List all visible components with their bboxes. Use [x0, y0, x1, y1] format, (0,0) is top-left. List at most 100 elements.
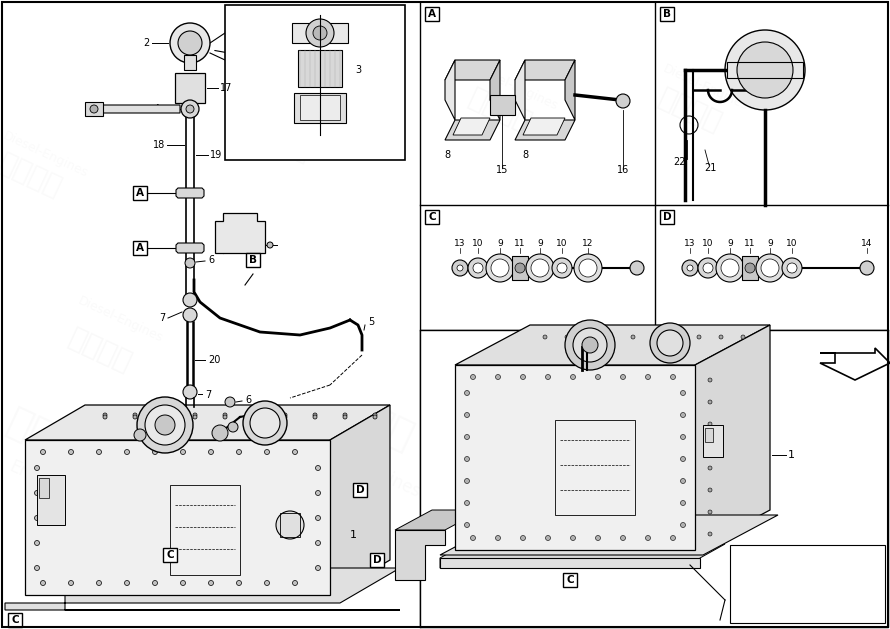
Circle shape	[521, 374, 525, 379]
Circle shape	[465, 501, 470, 506]
Circle shape	[579, 259, 597, 277]
Text: Diesel-Engines: Diesel-Engines	[0, 130, 90, 181]
Circle shape	[756, 254, 784, 282]
Text: C: C	[166, 550, 174, 560]
Circle shape	[552, 258, 572, 278]
Circle shape	[681, 391, 685, 396]
Circle shape	[35, 491, 39, 496]
Text: 11: 11	[744, 238, 756, 247]
Circle shape	[223, 413, 227, 417]
Polygon shape	[445, 120, 500, 140]
Circle shape	[264, 581, 270, 586]
Bar	[8, 613, 22, 627]
Circle shape	[860, 261, 874, 275]
Circle shape	[185, 258, 195, 268]
Bar	[133, 186, 147, 200]
Circle shape	[681, 435, 685, 440]
Circle shape	[587, 335, 591, 339]
Circle shape	[557, 263, 567, 273]
Text: Engines: Engines	[357, 458, 424, 502]
Circle shape	[96, 450, 101, 455]
Circle shape	[620, 374, 626, 379]
Circle shape	[745, 263, 755, 273]
Circle shape	[675, 335, 679, 339]
Text: 1072888: 1072888	[766, 558, 847, 576]
Bar	[703, 425, 723, 457]
Circle shape	[681, 523, 685, 528]
Polygon shape	[300, 95, 340, 120]
Circle shape	[716, 254, 744, 282]
Bar	[37, 475, 65, 525]
Circle shape	[155, 415, 175, 435]
Circle shape	[343, 413, 347, 417]
Polygon shape	[175, 73, 205, 103]
Text: 紫发动力: 紫发动力	[0, 148, 66, 202]
Circle shape	[452, 260, 468, 276]
Circle shape	[609, 335, 613, 339]
Circle shape	[645, 535, 651, 540]
Circle shape	[313, 413, 317, 417]
Polygon shape	[490, 95, 515, 115]
Circle shape	[208, 450, 214, 455]
Circle shape	[471, 374, 475, 379]
Circle shape	[35, 516, 39, 521]
Circle shape	[133, 415, 137, 419]
Circle shape	[315, 516, 320, 521]
Circle shape	[708, 444, 712, 448]
Text: 紫发动力: 紫发动力	[654, 83, 726, 136]
Circle shape	[237, 450, 241, 455]
Bar	[425, 210, 439, 224]
Text: D: D	[663, 212, 671, 222]
Circle shape	[212, 425, 228, 441]
Circle shape	[163, 413, 167, 417]
Circle shape	[682, 260, 698, 276]
Text: A: A	[136, 243, 144, 253]
Circle shape	[125, 450, 130, 455]
Text: 13: 13	[454, 238, 465, 247]
Text: 7: 7	[205, 390, 211, 400]
Circle shape	[103, 415, 107, 419]
Circle shape	[465, 479, 470, 484]
Circle shape	[313, 26, 327, 40]
Circle shape	[761, 259, 779, 277]
Bar	[170, 485, 240, 575]
Polygon shape	[298, 50, 342, 87]
Circle shape	[708, 488, 712, 492]
Circle shape	[293, 581, 297, 586]
Circle shape	[782, 258, 802, 278]
Text: 11: 11	[514, 238, 526, 247]
Circle shape	[152, 450, 158, 455]
Polygon shape	[395, 510, 482, 530]
Text: C: C	[428, 212, 436, 222]
Circle shape	[183, 308, 197, 322]
Polygon shape	[184, 55, 196, 70]
Circle shape	[152, 581, 158, 586]
Text: 1: 1	[788, 450, 795, 460]
Circle shape	[543, 335, 547, 339]
Text: 10: 10	[702, 238, 714, 247]
Text: B: B	[663, 9, 671, 19]
Polygon shape	[440, 515, 778, 555]
Circle shape	[565, 335, 569, 339]
Circle shape	[708, 466, 712, 470]
Circle shape	[181, 450, 185, 455]
Circle shape	[223, 415, 227, 419]
Circle shape	[181, 100, 199, 118]
Circle shape	[708, 378, 712, 382]
Circle shape	[687, 265, 693, 271]
Circle shape	[468, 258, 488, 278]
Circle shape	[645, 374, 651, 379]
Circle shape	[313, 415, 317, 419]
Circle shape	[573, 328, 607, 362]
Bar	[85, 102, 103, 116]
Text: 8: 8	[522, 150, 528, 160]
Text: Volvo Construction: Volvo Construction	[761, 598, 853, 608]
Circle shape	[670, 535, 676, 540]
Text: D: D	[373, 555, 381, 565]
Bar	[163, 548, 177, 562]
Circle shape	[193, 413, 197, 417]
Circle shape	[725, 30, 805, 110]
Circle shape	[496, 535, 500, 540]
Circle shape	[373, 413, 377, 417]
Polygon shape	[25, 405, 390, 440]
